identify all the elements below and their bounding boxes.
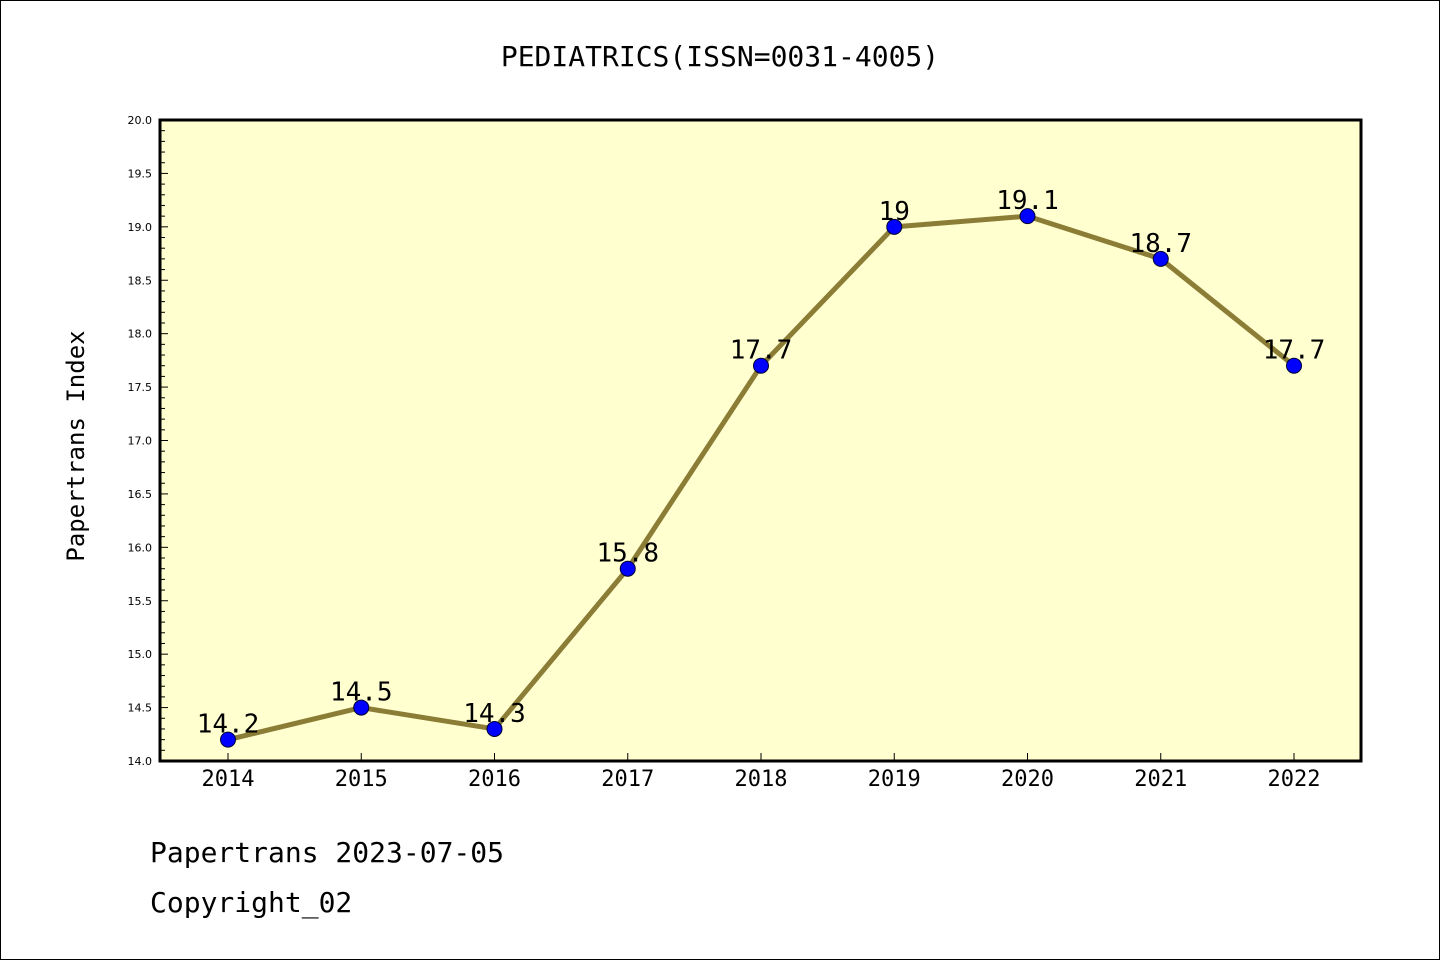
x-tick-label: 2015	[335, 767, 388, 792]
data-label: 19.1	[996, 186, 1059, 216]
data-point	[353, 699, 370, 716]
footer-date-line: Papertrans 2023-07-05	[150, 836, 505, 869]
y-tick-label: 14.0	[128, 755, 153, 768]
data-point	[486, 720, 503, 737]
y-tick-label: 14.5	[128, 702, 153, 715]
y-tick-label: 20.0	[128, 114, 153, 127]
data-point	[753, 357, 769, 374]
x-tick-label: 2014	[202, 767, 255, 792]
data-label: 17.7	[730, 336, 793, 366]
y-tick-label: 17.0	[128, 435, 153, 448]
x-axis: 2014 2015 2016 2017 2018 2019 2020 2021 2022	[202, 753, 1321, 792]
x-tick-label: 2022	[1268, 767, 1321, 792]
data-label: 19	[879, 197, 910, 227]
plot-border	[158, 118, 1363, 763]
data-point	[1019, 208, 1036, 225]
x-tick-label: 2017	[601, 767, 654, 792]
y-tick-label: 15.5	[128, 595, 153, 608]
y-tick-label: 18.5	[128, 274, 153, 287]
y-tick-label: 18.0	[128, 328, 153, 341]
y-tick-label: 19.5	[128, 167, 153, 180]
x-tick-label: 2021	[1134, 767, 1187, 792]
data-label: 14.2	[197, 710, 260, 740]
x-tick-label: 2019	[868, 767, 921, 792]
data-point	[220, 731, 236, 748]
data-point	[1152, 250, 1169, 267]
data-label: 14.5	[330, 678, 393, 708]
data-point	[619, 560, 636, 577]
data-label: 17.7	[1263, 336, 1326, 366]
plot-area	[160, 120, 1361, 761]
x-tick-label: 2016	[468, 767, 521, 792]
y-tick-label: 15.0	[128, 648, 153, 661]
data-labels: 14.2 14.5 14.3 15.8 17.7 19 19.1 18.7 17.7	[197, 186, 1326, 739]
data-label: 18.7	[1129, 229, 1192, 259]
data-label: 14.3	[463, 699, 526, 729]
data-points	[220, 208, 1302, 748]
y-tick-label: 16.5	[128, 488, 153, 501]
chart-title: PEDIATRICS(ISSN=0031-4005)	[501, 40, 939, 73]
data-point	[1286, 357, 1302, 374]
y-tick-label: 17.5	[128, 381, 153, 394]
y-axis: 14.0 14.5 15.0 15.5 16.0 16.5 17.0 17.5 18.0 18.5…	[128, 114, 153, 768]
y-tick-label: 16.0	[128, 541, 153, 554]
y-tick-label: 19.0	[128, 221, 153, 234]
data-label: 15.8	[596, 539, 659, 569]
x-tick-label: 2020	[1001, 767, 1054, 792]
y-axis-label: Papertrans Index	[62, 330, 90, 561]
footer-copyright: Copyright_02	[150, 886, 353, 919]
data-point	[886, 218, 903, 235]
x-tick-label: 2018	[735, 767, 788, 792]
